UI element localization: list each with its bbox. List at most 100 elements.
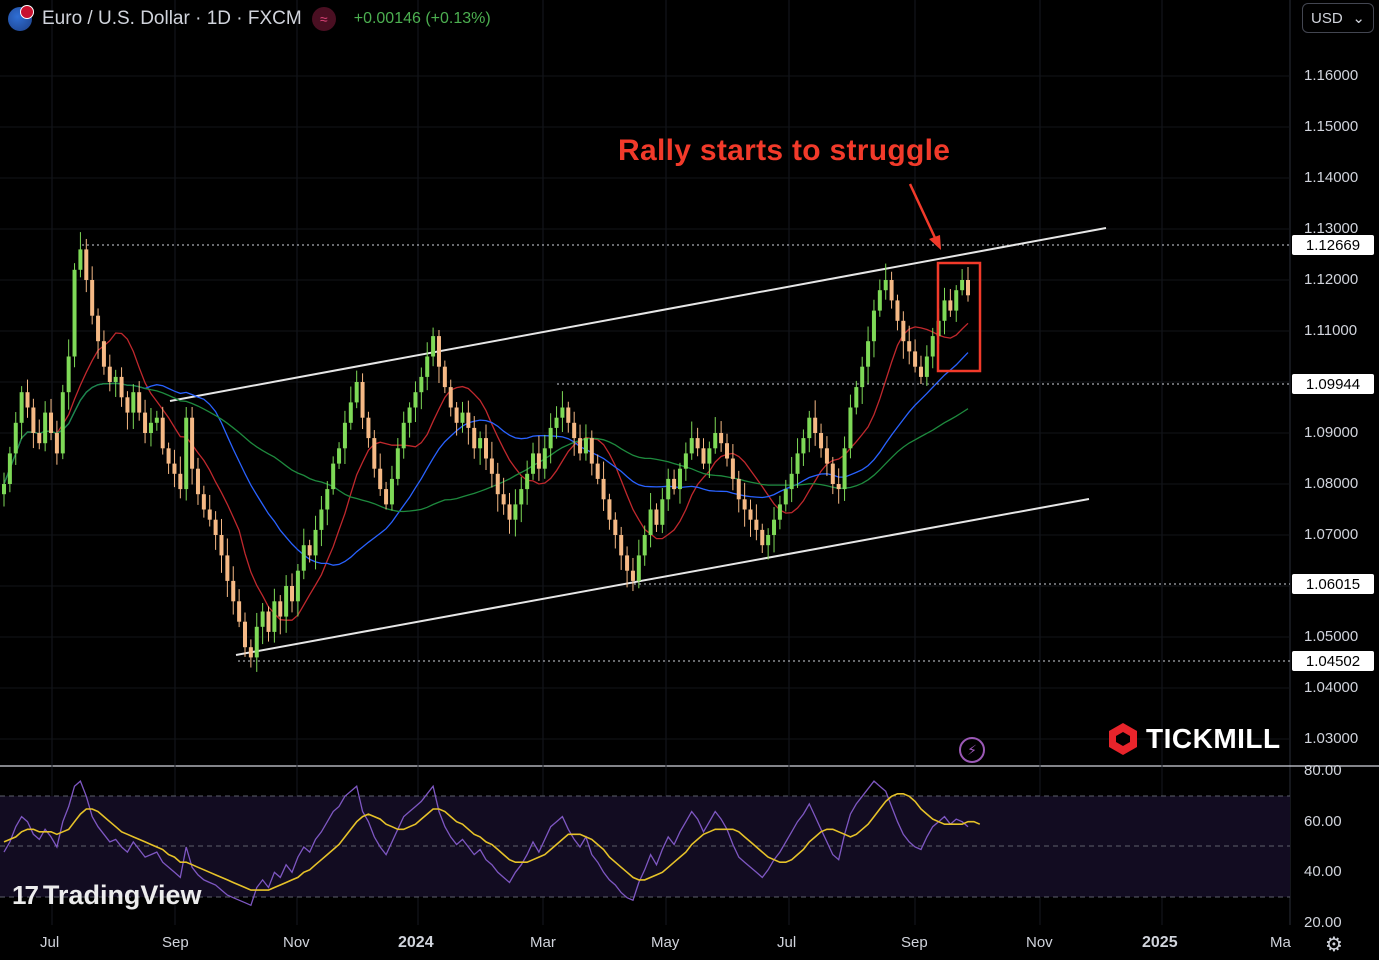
candle: [630, 557, 635, 592]
candle: [172, 449, 177, 488]
price-axis-label: 1.14000: [1304, 169, 1359, 186]
candle: [395, 438, 400, 486]
candle: [325, 481, 330, 526]
candle: [636, 539, 641, 589]
currency-select[interactable]: USD ⌄: [1302, 3, 1374, 33]
candle: [178, 456, 183, 499]
time-axis-label: Nov: [1026, 934, 1053, 951]
lightning-icon[interactable]: ⚡: [959, 737, 985, 763]
candle: [454, 402, 459, 436]
candle: [119, 367, 124, 407]
candle: [960, 269, 965, 296]
price-axis-label: 1.16000: [1304, 67, 1359, 84]
candle: [783, 479, 788, 512]
time-axis-label: Ma: [1270, 934, 1291, 951]
candle: [407, 402, 412, 438]
candle: [96, 308, 101, 359]
candle: [131, 384, 136, 429]
level-lines: [82, 244, 1290, 662]
price-axis-label: 1.05000: [1304, 628, 1359, 645]
candle: [507, 492, 512, 534]
candle: [166, 442, 171, 474]
candle: [472, 416, 477, 459]
candle: [789, 456, 794, 503]
price-level-tag: 1.09944: [1292, 374, 1374, 394]
time-axis-label: Mar: [530, 934, 556, 951]
chevron-down-icon: ⌄: [1352, 10, 1365, 27]
candle: [436, 330, 441, 384]
candle: [442, 360, 447, 394]
candle: [72, 263, 77, 368]
rsi-levels: [0, 795, 1290, 898]
candle: [842, 436, 847, 501]
candle: [448, 379, 453, 417]
candle: [701, 438, 706, 470]
candle: [707, 441, 712, 478]
candle: [401, 411, 406, 459]
brand-text: TICKMILL: [1146, 723, 1281, 754]
candle: [742, 482, 747, 527]
candle: [525, 460, 530, 505]
candle: [160, 406, 165, 455]
candle: [772, 507, 777, 553]
tradingview-logo-icon: 17: [12, 880, 39, 910]
candle: [730, 444, 735, 491]
candle: [654, 503, 659, 532]
price-axis-label: 1.09000: [1304, 424, 1359, 441]
indicator-badge-icon[interactable]: ≈: [311, 7, 336, 31]
candle: [625, 546, 630, 588]
candle: [648, 492, 653, 548]
time-axis-label: Nov: [283, 934, 310, 951]
price-level-tag: 1.04502: [1292, 651, 1374, 671]
candle: [43, 401, 48, 452]
candle: [578, 424, 583, 461]
ma-mid-line: [3, 352, 969, 566]
candle: [90, 266, 95, 325]
candle: [901, 311, 906, 359]
candle: [907, 325, 912, 365]
symbol-title[interactable]: Euro / U.S. Dollar · 1D · FXCM: [42, 8, 302, 29]
candle: [695, 427, 700, 457]
candle: [348, 386, 353, 430]
candle: [813, 400, 818, 446]
candle: [78, 232, 83, 278]
watermark-text: TradingView: [42, 880, 202, 910]
candle: [642, 525, 647, 566]
candle: [237, 589, 242, 628]
candle: [607, 493, 612, 530]
candle: [536, 435, 541, 481]
candle: [942, 287, 947, 335]
price-axis-label: 1.11000: [1304, 322, 1358, 339]
candle: [736, 470, 741, 513]
gear-icon[interactable]: ⚙: [1325, 934, 1343, 956]
candle: [924, 345, 929, 386]
candle: [31, 398, 36, 449]
candle: [19, 386, 24, 440]
candle: [589, 430, 594, 476]
candle: [207, 494, 212, 527]
price-axis-label: 1.03000: [1304, 730, 1359, 747]
candle: [460, 401, 465, 433]
candle: [889, 271, 894, 309]
candle: [689, 421, 694, 460]
candle: [266, 606, 271, 642]
candle: [613, 512, 618, 549]
candle: [583, 424, 588, 461]
candle: [795, 438, 800, 488]
candle: [566, 401, 571, 433]
candle: [113, 369, 118, 397]
time-grid: [51, 0, 1163, 925]
candle: [413, 381, 418, 423]
candle: [295, 564, 300, 617]
candle: [478, 431, 483, 465]
symbol-header: Euro / U.S. Dollar · 1D · FXCM ≈ +0.0014…: [8, 5, 491, 32]
candle: [748, 499, 753, 537]
candle: [301, 528, 306, 580]
tickmill-brand: TICKMILL: [1108, 722, 1281, 756]
candle: [389, 465, 394, 511]
candle: [572, 411, 577, 456]
candle: [966, 267, 970, 302]
candle: [836, 468, 841, 504]
